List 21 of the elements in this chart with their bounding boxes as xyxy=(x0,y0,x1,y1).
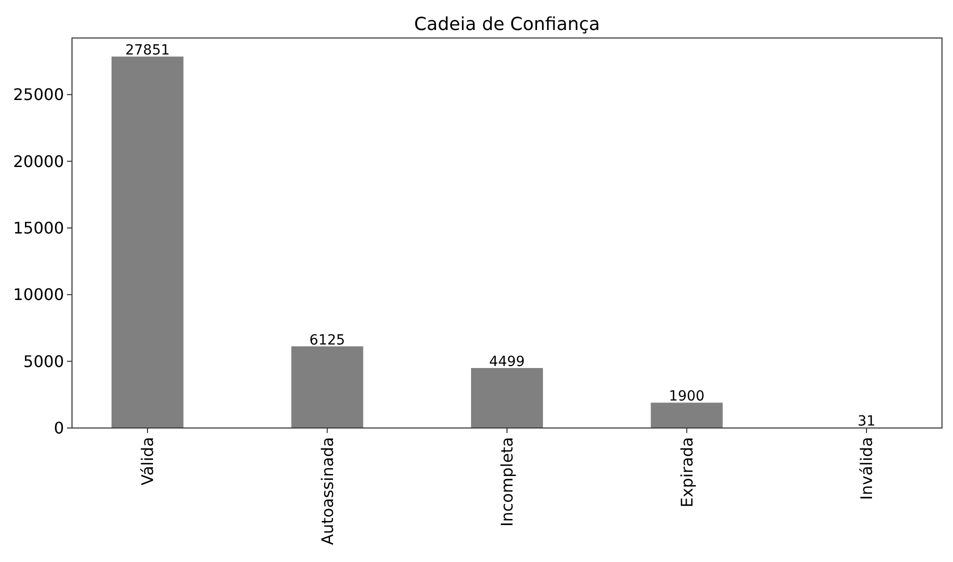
x-tick-label: Autoassinada xyxy=(318,437,337,545)
data-label: 4499 xyxy=(489,354,525,370)
y-tick-label: 5000 xyxy=(23,352,64,371)
bar xyxy=(471,368,543,428)
x-tick-label: Expirada xyxy=(677,437,696,508)
y-tick-label: 0 xyxy=(54,418,64,438)
x-tick-label: Válida xyxy=(138,437,158,486)
data-label: 31 xyxy=(858,414,876,430)
y-tick-label: 25000 xyxy=(13,85,64,104)
bar xyxy=(291,346,364,428)
y-tick-label: 20000 xyxy=(13,152,64,171)
x-tick-label: Inválida xyxy=(857,437,876,500)
data-label: 1900 xyxy=(668,388,705,405)
chart-title: Cadeia de Confiança xyxy=(414,14,600,35)
bar xyxy=(650,402,723,428)
x-tick-label: Incompleta xyxy=(498,437,517,527)
bar xyxy=(112,56,184,428)
y-tick-label: 10000 xyxy=(13,285,64,304)
data-label: 6125 xyxy=(309,332,346,348)
y-tick-label: 15000 xyxy=(13,218,64,238)
data-label: 27851 xyxy=(125,42,170,59)
